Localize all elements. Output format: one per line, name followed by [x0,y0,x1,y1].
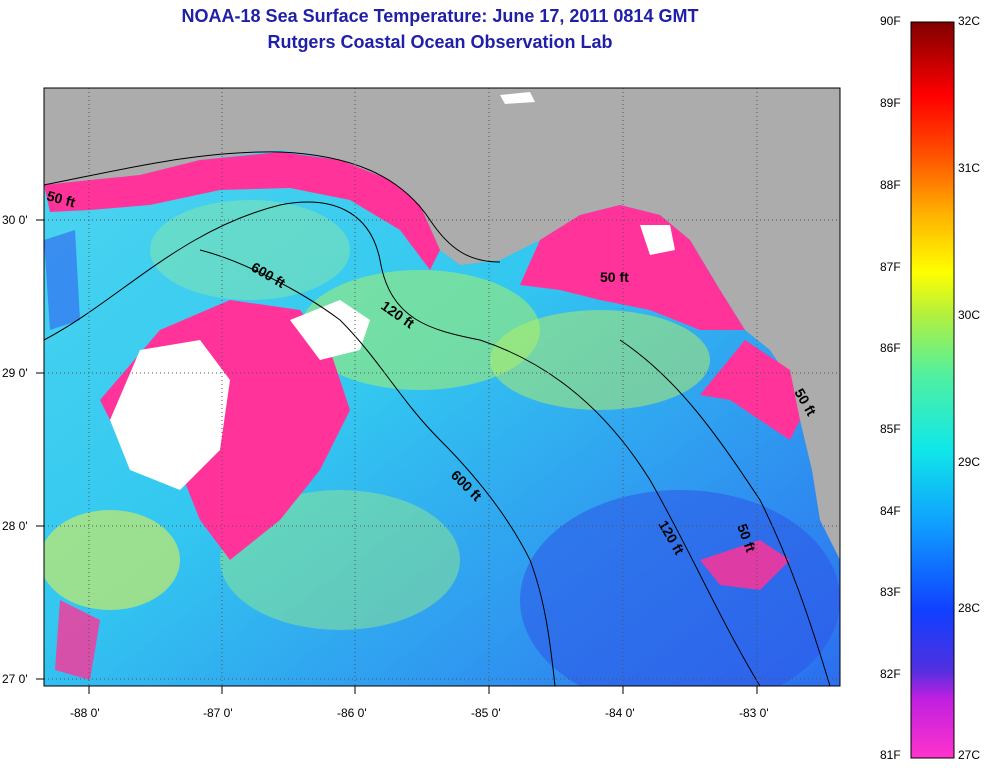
colorbar-c-label: 28C [958,601,981,615]
colorbar-c-label: 31C [958,161,981,175]
colorbar [910,21,955,759]
warm-patch [44,510,180,610]
lat-tick-label: 27 0' [2,672,28,686]
colorbar-f-label: 83F [880,585,901,599]
chart-title: NOAA-18 Sea Surface Temperature: June 17… [181,6,699,26]
colorbar-f-label: 86F [880,341,901,355]
lon-tick-label: -86 0' [337,706,367,720]
lat-tick-label: 28 0' [2,519,28,533]
contour-50ft-east [619,339,831,686]
lat-tick-label: 30 0' [2,213,28,227]
lon-tick-label: -83 0' [739,706,769,720]
warm-patch [300,270,540,390]
coastal-cold-band [44,152,440,270]
cloud-white [500,92,535,104]
colorbar-f-label: 82F [880,667,901,681]
contour-600ft [199,249,556,686]
chart-subtitle: Rutgers Coastal Ocean Observation Lab [267,32,613,52]
map-field: 50 ft 600 ft 120 ft 50 ft 600 ft 120 ft … [44,88,840,686]
colorbar-c-label: 30C [958,308,981,322]
coastal-cold-band [700,340,800,440]
axis-ticks [36,219,758,694]
warm-patch [220,490,460,630]
graticule [44,88,840,686]
cloud-white [110,340,230,490]
colorbar-f-label: 90F [880,14,901,28]
colorbar-c-label: 32C [958,14,981,28]
colorbar-f-label: 84F [880,504,901,518]
cloud-white [640,225,675,255]
lon-tick-label: -88 0' [70,706,100,720]
depth-label: 50 ft [600,269,629,285]
colorbar-f-label: 81F [880,748,901,762]
contour-120ft [44,201,761,686]
depth-label: 50 ft [45,187,77,210]
lon-tick-label: -87 0' [203,706,233,720]
cool-patch [520,490,840,686]
map-frame [43,87,841,687]
colorbar-c-label: 29C [958,455,981,469]
lon-tick-label: -84 0' [605,706,635,720]
cloud-patch [700,540,790,590]
colorbar-c-label: 27C [958,748,981,762]
colorbar-f-label: 88F [880,178,901,192]
colorbar-f-label: 87F [880,260,901,274]
warm-patch [490,310,710,410]
cool-patch [44,230,80,330]
land-area [44,88,840,560]
lon-tick-label: -85 0' [471,706,501,720]
colorbar-f-label: 85F [880,422,901,436]
warm-patch [150,200,350,300]
contour-50ft [44,151,501,263]
cloud-white [290,300,370,360]
colorbar-f-label: 89F [880,96,901,110]
coastal-cold-band [520,205,745,330]
lat-tick-label: 29 0' [2,366,28,380]
